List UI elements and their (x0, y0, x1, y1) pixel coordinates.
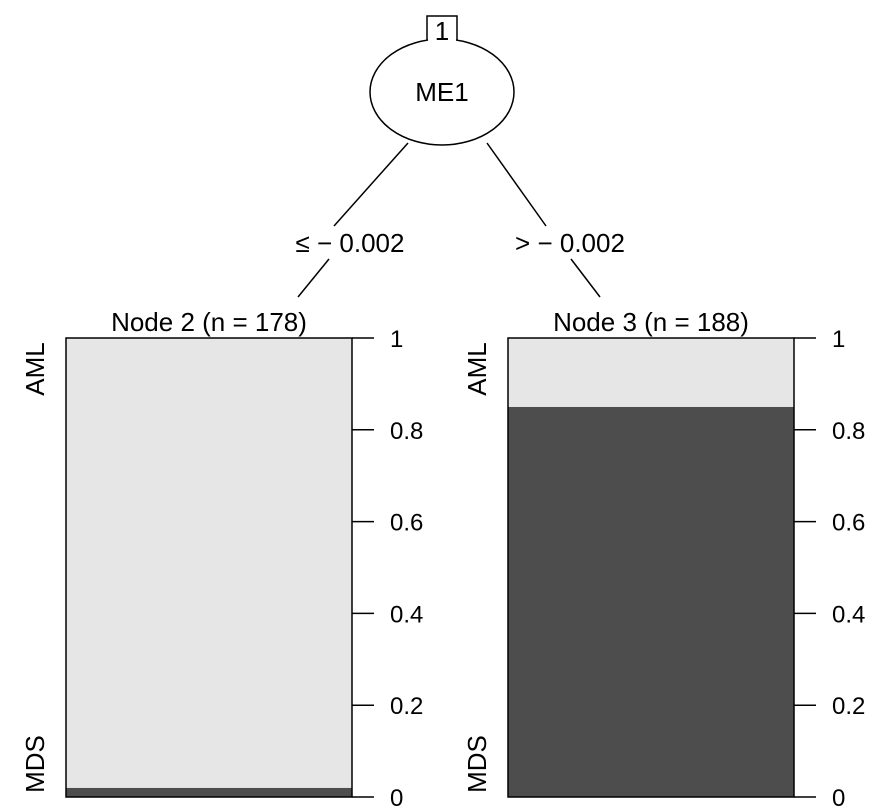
node-2-title: Node 2 (n = 178) (111, 307, 307, 337)
root-variable-label: ME1 (415, 77, 468, 107)
node-2-y-tick-label: 0.8 (390, 418, 423, 445)
node-3-bottom-category-label: MDS (462, 735, 492, 793)
node-2-top-category-label: AML (20, 342, 50, 395)
node-2-y-tick-label: 0.6 (390, 510, 423, 537)
edge-left-upper (333, 142, 409, 227)
root-id-box-mask (428, 17, 456, 45)
node-3-y-tick-label: 0.2 (832, 693, 865, 720)
edge-left-lower (297, 258, 330, 298)
node-3-bar-mds (508, 406, 794, 797)
node-2-y-tick-label: 0.4 (390, 601, 423, 628)
node-2-y-tick-label: 0 (390, 785, 403, 812)
node-3-panel-border (507, 337, 795, 798)
node-2-panel-border (65, 337, 353, 798)
node-2-bar-mds (66, 787, 352, 797)
node-2-panel: 0 0.2 0.4 0.6 0.8 1 (65, 326, 423, 812)
node-3-y-tick-label: 0.6 (832, 510, 865, 537)
node-3-y-tick-label: 0.8 (832, 418, 865, 445)
split-right-label: > − 0.002 (515, 228, 625, 258)
node-3-y-tick-label: 1 (832, 326, 845, 353)
node-2-y-tick-label: 0.2 (390, 693, 423, 720)
node-3-panel: 0 0.2 0.4 0.6 0.8 1 (507, 326, 865, 812)
node-3-y-tick-label: 0 (832, 785, 845, 812)
split-left-label: ≤ − 0.002 (296, 228, 405, 258)
node-2-bottom-category-label: MDS (20, 735, 50, 793)
node-3-y-tick-label: 0.4 (832, 601, 865, 628)
edge-right-upper (486, 142, 547, 227)
node-2-bar-aml (66, 338, 352, 788)
node-2-y-tick-label: 1 (390, 326, 403, 353)
node-3-top-category-label: AML (462, 342, 492, 395)
edge-right-lower (570, 258, 601, 298)
root-id-label-top: 1 (435, 16, 449, 46)
node-3-title: Node 3 (n = 188) (553, 307, 749, 337)
node-3-bar-aml (508, 338, 794, 407)
